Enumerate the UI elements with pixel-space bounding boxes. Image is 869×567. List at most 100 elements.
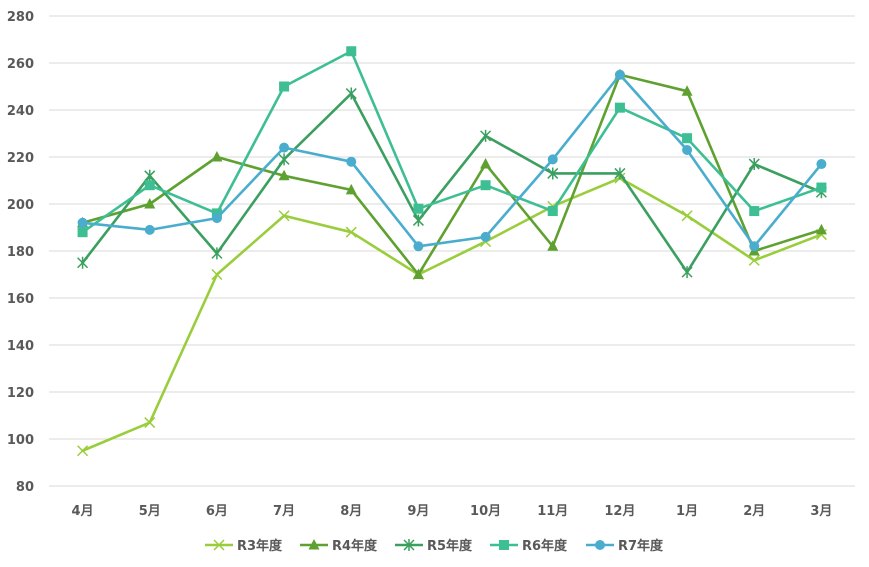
data-point — [144, 169, 156, 182]
data-point — [278, 210, 290, 222]
data-point — [816, 182, 827, 193]
data-point — [213, 539, 225, 551]
data-point — [614, 102, 625, 113]
y-tick-label: 280 — [7, 10, 34, 25]
x-tick-label: 1月 — [676, 504, 698, 519]
data-point — [279, 142, 290, 153]
legend-label: R7年度 — [618, 538, 664, 554]
data-point — [749, 241, 760, 252]
data-point — [77, 227, 88, 238]
series-0 — [77, 172, 827, 457]
series-2 — [77, 87, 827, 279]
data-point — [211, 247, 223, 260]
data-point — [413, 241, 424, 252]
data-point — [547, 240, 559, 251]
series-line — [81, 49, 823, 234]
data-point — [144, 180, 155, 191]
data-point — [346, 156, 357, 167]
legend-item: R6年度 — [490, 538, 568, 554]
data-point — [681, 266, 693, 279]
data-point — [412, 214, 424, 227]
data-point — [480, 231, 491, 242]
y-tick-label: 160 — [7, 292, 34, 307]
x-tick-label: 2月 — [743, 504, 765, 519]
series-4 — [77, 69, 827, 252]
series-3 — [77, 46, 827, 238]
y-tick-label: 120 — [7, 386, 34, 401]
data-point — [595, 540, 605, 550]
series-1 — [77, 68, 827, 279]
y-tick-label: 240 — [7, 104, 34, 119]
data-point — [144, 417, 156, 429]
data-point — [547, 167, 559, 180]
data-point — [748, 254, 760, 266]
data-point — [547, 206, 558, 217]
gridlines — [49, 15, 855, 487]
y-tick-label: 140 — [7, 339, 34, 354]
data-point — [614, 167, 626, 180]
data-point — [278, 169, 290, 181]
series-line — [81, 92, 823, 274]
legend-item: R5年度 — [395, 538, 473, 554]
data-point — [681, 85, 693, 96]
data-point — [816, 159, 827, 170]
data-point — [278, 153, 290, 166]
series-line — [81, 176, 823, 453]
data-point — [211, 213, 222, 224]
data-point — [345, 183, 357, 195]
data-point — [346, 46, 357, 57]
x-tick-label: 12月 — [604, 504, 635, 519]
data-point — [77, 445, 89, 457]
x-tick-label: 3月 — [810, 504, 832, 519]
y-tick-label: 260 — [7, 57, 34, 72]
x-tick-label: 4月 — [72, 504, 94, 519]
x-tick-label: 9月 — [407, 504, 429, 519]
data-point — [211, 151, 223, 162]
series-layer — [77, 46, 827, 457]
data-point — [547, 154, 558, 165]
series-line — [81, 73, 823, 248]
data-point — [749, 206, 760, 217]
data-point — [345, 87, 357, 100]
x-tick-label: 7月 — [273, 504, 295, 519]
legend-item: R3年度 — [205, 538, 283, 554]
y-axis: 80 100 120 140 160 180 200 220 240 260 280 — [7, 10, 34, 495]
data-point — [308, 539, 320, 550]
y-tick-label: 80 — [16, 480, 34, 495]
data-point — [499, 540, 509, 550]
data-point — [480, 180, 491, 191]
data-point — [412, 268, 424, 279]
x-axis: 4月 5月 6月 7月 8月 9月 10月 11月 12月 1月 2月 3月 — [72, 504, 833, 519]
data-point — [77, 256, 89, 269]
y-tick-label: 180 — [7, 245, 34, 260]
data-point — [614, 69, 625, 80]
data-point — [815, 223, 827, 235]
data-point — [77, 217, 88, 228]
data-point — [211, 268, 223, 281]
y-tick-label: 100 — [7, 433, 34, 448]
data-point — [748, 158, 760, 171]
data-point — [279, 81, 290, 92]
data-point — [403, 539, 415, 551]
data-point — [345, 226, 357, 238]
legend: R3年度 R4年度 R5年度 R6年度 R7年度 — [205, 538, 664, 554]
data-point — [682, 144, 693, 155]
data-point — [681, 210, 693, 222]
data-point — [144, 198, 156, 209]
x-tick-label: 8月 — [340, 504, 362, 519]
data-point — [480, 129, 492, 142]
x-tick-label: 11月 — [537, 504, 568, 519]
data-point — [480, 158, 492, 169]
legend-label: R3年度 — [237, 538, 283, 554]
x-tick-label: 6月 — [206, 504, 228, 519]
legend-label: R6年度 — [522, 538, 568, 554]
x-tick-label: 5月 — [139, 504, 161, 519]
y-tick-label: 220 — [7, 151, 34, 166]
legend-label: R4年度 — [332, 538, 378, 554]
series-line — [81, 73, 823, 276]
legend-item: R4年度 — [300, 538, 378, 554]
data-point — [413, 203, 424, 214]
y-tick-label: 200 — [7, 198, 34, 213]
x-tick-label: 10月 — [470, 504, 501, 519]
